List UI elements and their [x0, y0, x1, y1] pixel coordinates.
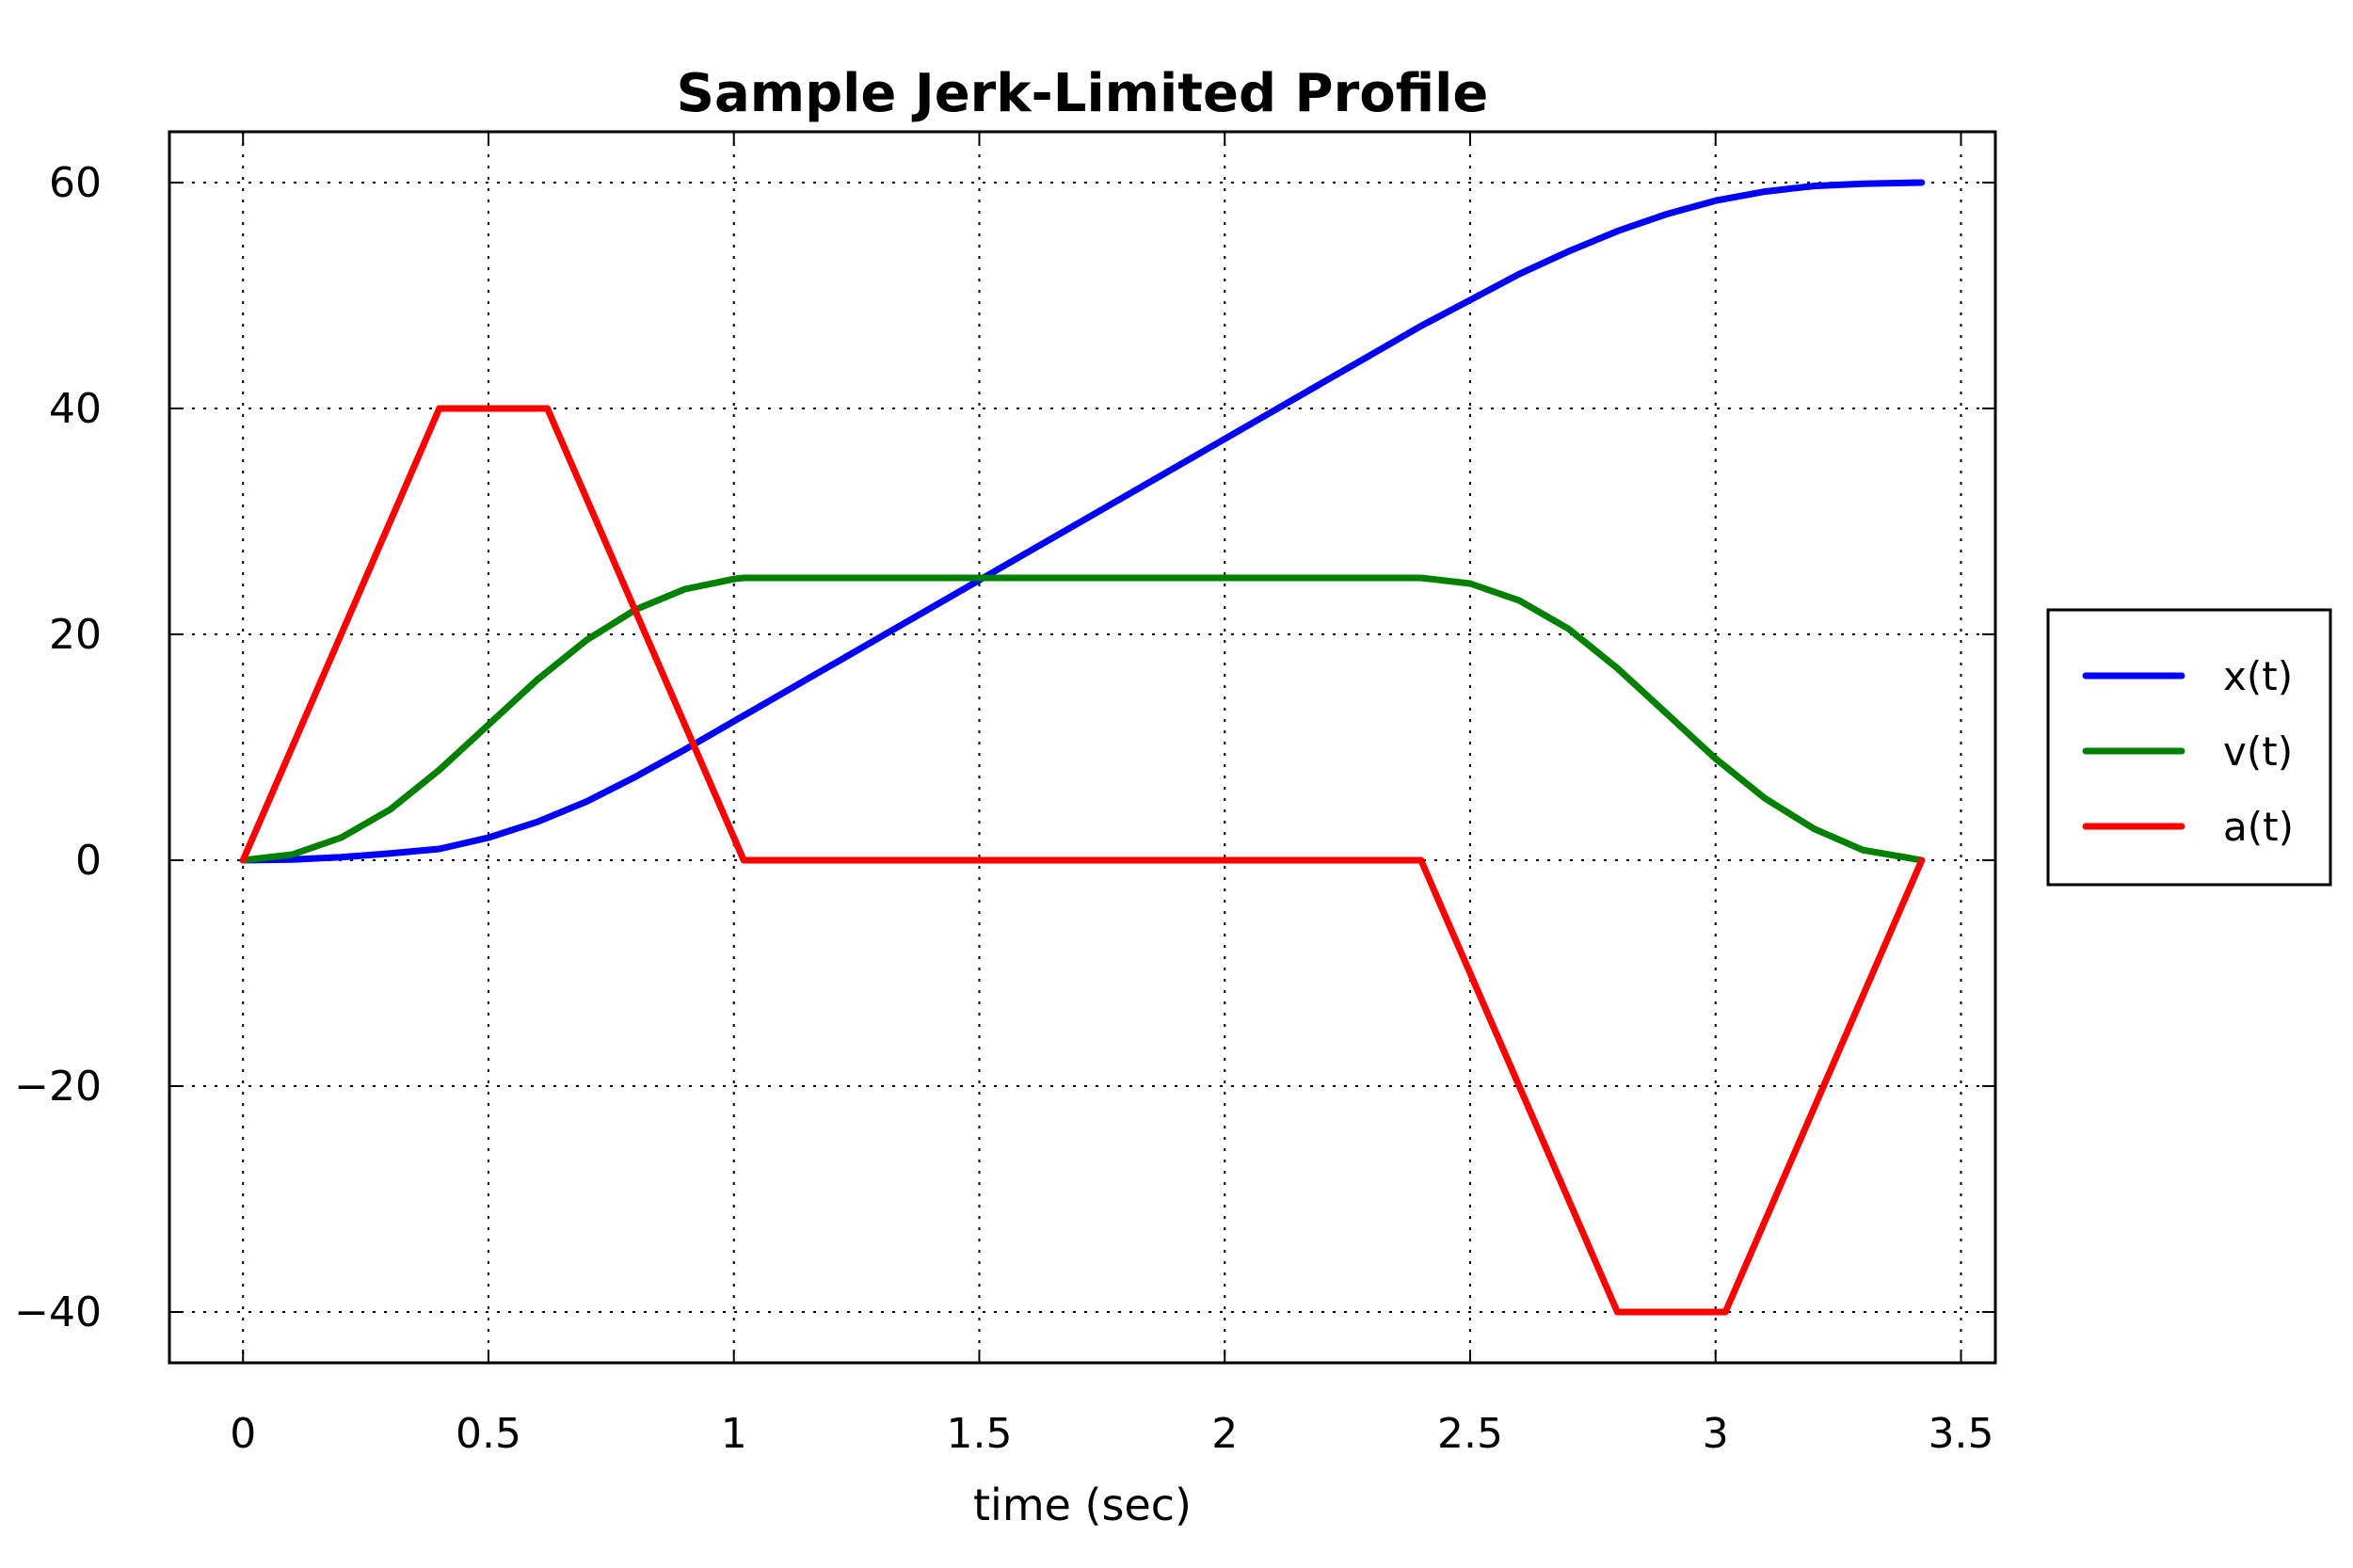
x-tick-label: 1 — [721, 1410, 747, 1458]
y-tick-label: −20 — [14, 1063, 102, 1111]
series-line-1 — [239, 179, 1926, 864]
chart-title: Sample Jerk-Limited Profile — [677, 63, 1489, 124]
x-axis-label: time (sec) — [973, 1480, 1192, 1530]
legend: x(t) v(t) a(t) — [2046, 608, 2332, 887]
x-tick-label: 3.5 — [1929, 1410, 1994, 1458]
grid-layer — [169, 132, 1995, 1363]
legend-label: v(t) — [2223, 728, 2293, 775]
plot-frame — [168, 130, 1997, 1365]
x-tick-label: 3 — [1703, 1410, 1729, 1458]
tick-layer: 0 0.5 1 1.5 2 2.5 3 3.5 −40 −20 0 20 40 60 — [14, 132, 1995, 1458]
y-tick-label: −40 — [14, 1288, 102, 1336]
x-tick-label: 2.5 — [1437, 1410, 1503, 1458]
x-tick-label: 0 — [230, 1410, 256, 1458]
legend-box — [2046, 608, 2332, 887]
series-line-3 — [239, 405, 1926, 1316]
legend-label: x(t) — [2223, 653, 2293, 699]
x-tick-label: 2 — [1211, 1410, 1238, 1458]
series-line-2 — [239, 574, 1926, 864]
x-tick-label: 0.5 — [456, 1410, 521, 1458]
legend-label: a(t) — [2223, 804, 2294, 850]
y-tick-label: 0 — [75, 837, 102, 885]
x-tick-label: 1.5 — [946, 1410, 1012, 1458]
series-layer — [239, 179, 1926, 1316]
y-tick-label: 60 — [49, 159, 102, 207]
y-tick-label: 20 — [49, 611, 102, 659]
y-tick-label: 40 — [49, 385, 102, 433]
